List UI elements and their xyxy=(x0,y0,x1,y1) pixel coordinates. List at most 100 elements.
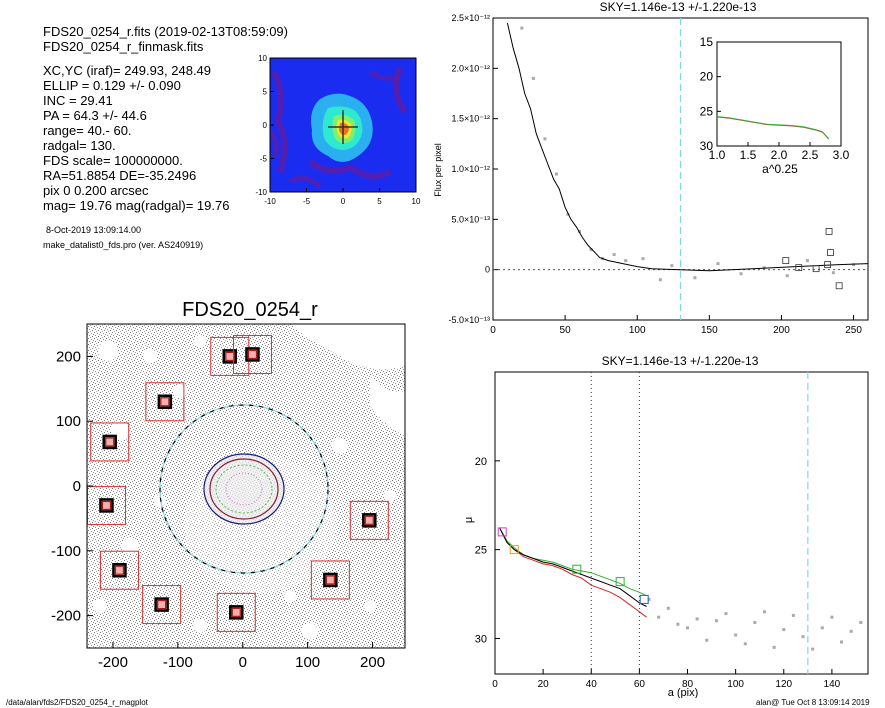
thumb-ytick-label: -5 xyxy=(260,155,268,164)
sb-xtick-label: 60 xyxy=(634,679,646,690)
mask-source-marker xyxy=(362,513,377,528)
mask-image-chart: FDS20_0254_r -200 -100 0 xyxy=(51,299,406,671)
contour-levels xyxy=(270,65,408,189)
flux-profile-line xyxy=(506,22,869,272)
stat-ellip: ELLIP = 0.129 +/- 0.090 xyxy=(43,78,181,93)
flux-scatter-point xyxy=(670,264,674,268)
galaxy-ellipses xyxy=(159,404,329,574)
mask-region-box xyxy=(99,550,139,590)
sb-scatter-point xyxy=(666,606,670,610)
sb-profile-chart: SKY=1.146e-13 +/-1.220e-13 μ a (pix) 0 20… xyxy=(463,354,869,698)
sb-ytick-label: 25 xyxy=(475,545,487,557)
inset-ytick-label: 25 xyxy=(700,104,714,118)
sb-box-marker xyxy=(572,564,582,574)
flux-ytick-label: -5.0×10⁻¹³ xyxy=(448,315,490,325)
inset-ytick-label: 30 xyxy=(700,139,714,153)
flux-xtick-label: 250 xyxy=(845,325,862,336)
sb-scatter-point xyxy=(782,628,786,632)
sb-scatter-point xyxy=(753,620,757,624)
stat-fds-scale: FDS scale= 100000000. xyxy=(43,153,183,168)
flux-box-marker xyxy=(824,261,832,269)
flux-ytick-label: 1.0×10⁻¹² xyxy=(451,164,490,174)
mask-source-inner xyxy=(105,437,115,447)
sb-xtick-label: 140 xyxy=(824,679,841,690)
thumb-xtick-label: 10 xyxy=(412,197,421,206)
flux-ytick-label: 5.0×10⁻¹³ xyxy=(451,214,490,224)
stat-radgal: radgal= 130. xyxy=(43,138,116,153)
sb-scatter-point xyxy=(657,615,661,619)
sb-scatter-point xyxy=(734,633,738,637)
footer-path: /data/alan/fds2/FDS20_0254_r_magplot xyxy=(6,698,148,707)
stat-inc: INC = 29.41 xyxy=(43,93,113,108)
flux-scatter-point xyxy=(531,76,535,80)
inset-ytick-label: 15 xyxy=(700,35,714,49)
flux-scatter-point xyxy=(785,274,789,278)
flux-inset-chart: 1.0 1.5 2.0 2.5 3.0 15 20 25 30 a^0.25 xyxy=(700,35,850,176)
flux-box-marker xyxy=(827,249,834,256)
sb-ylabel: μ xyxy=(463,517,475,523)
sb-scatter-point xyxy=(801,635,805,639)
sb-xtick-label: 20 xyxy=(538,679,550,690)
file-title: FDS20_0254_r.fits (2019-02-13T08:59:09) xyxy=(43,24,288,39)
stat-mag: mag= 19.76 mag(radgal)= 19.76 xyxy=(43,198,230,213)
flux-xtick-label: 0 xyxy=(490,325,496,336)
sb-box-marker xyxy=(639,594,649,604)
mask-xtick-label: 200 xyxy=(360,654,385,671)
sb-profile-black xyxy=(499,528,647,607)
mask-region-box xyxy=(232,334,272,374)
inset-xlabel: a^0.25 xyxy=(762,162,798,176)
thumb-ytick-label: -10 xyxy=(255,188,267,197)
sb-xtick-label: 40 xyxy=(586,679,598,690)
mask-source-marker xyxy=(222,349,238,364)
flux-xtick-label: 200 xyxy=(773,325,790,336)
flux-scatter-point xyxy=(543,137,547,141)
stat-range: range= 40.- 60. xyxy=(43,123,132,138)
flux-box-marker xyxy=(835,282,843,290)
inset-xtick-label: 1.5 xyxy=(740,148,757,162)
thumb-ytick-label: 5 xyxy=(263,88,268,97)
mask-ytick-label: -100 xyxy=(51,543,81,560)
thumb-ytick-label: 0 xyxy=(263,121,268,130)
inset-ytick-label: 20 xyxy=(700,70,714,84)
sb-scatter-point xyxy=(820,626,824,630)
sb-chart-title: SKY=1.146e-13 +/-1.220e-13 xyxy=(602,354,759,368)
sb-xtick-label: 80 xyxy=(682,679,694,690)
run-date: 8-Oct-2019 13:09:14.00 xyxy=(46,225,142,235)
sb-scatter-point xyxy=(811,647,815,651)
flux-xtick-label: 50 xyxy=(560,325,572,336)
sb-xtick-label: 0 xyxy=(492,679,498,690)
flux-xtick-label: 100 xyxy=(629,325,646,336)
mask-region-box xyxy=(145,382,185,422)
flux-ylabel: Flux per pixel xyxy=(433,143,443,197)
thumb-ytick-label: 10 xyxy=(258,54,267,63)
flux-box-marker xyxy=(825,228,833,235)
mask-region-box xyxy=(90,422,130,462)
stat-radec: RA=51.8854 DE=-35.2496 xyxy=(43,168,197,183)
stat-xcyc: XC,YC (iraf)= 249.93, 248.49 xyxy=(43,63,212,78)
mask-ytick-label: -200 xyxy=(51,608,81,625)
sb-scatter-point xyxy=(724,612,728,616)
sb-xtick-label: 120 xyxy=(775,679,792,690)
flux-ytick-label: 2.0×10⁻¹² xyxy=(451,63,490,73)
mask-source-inner xyxy=(101,500,112,511)
flux-ytick-label: 0 xyxy=(485,265,490,275)
sb-plot-frame xyxy=(494,371,869,675)
flux-box-marker xyxy=(782,257,790,265)
sb-scatter-point xyxy=(686,626,690,630)
sb-scatter-point xyxy=(859,620,863,624)
mask-source-marker xyxy=(112,562,127,578)
flux-scatter-point xyxy=(658,278,662,282)
mask-boxes xyxy=(86,334,389,632)
mask-source-marker xyxy=(99,498,114,513)
sb-box-marker xyxy=(615,577,625,587)
thumb-xtick-label: -5 xyxy=(303,197,311,206)
mask-region-box xyxy=(216,592,256,632)
flux-scatter-point xyxy=(641,257,645,261)
flux-chart-title: SKY=1.146e-13 +/-1.220e-13 xyxy=(600,0,757,14)
mask-xtick-label: 0 xyxy=(239,654,247,671)
thumb-xtick-label: 0 xyxy=(341,197,346,206)
flux-box-marker xyxy=(795,264,803,272)
sb-scatter-point xyxy=(840,640,844,644)
mask-file-name: FDS20_0254_r_finmask.fits xyxy=(43,39,204,54)
flux-scatter-point xyxy=(716,262,720,266)
